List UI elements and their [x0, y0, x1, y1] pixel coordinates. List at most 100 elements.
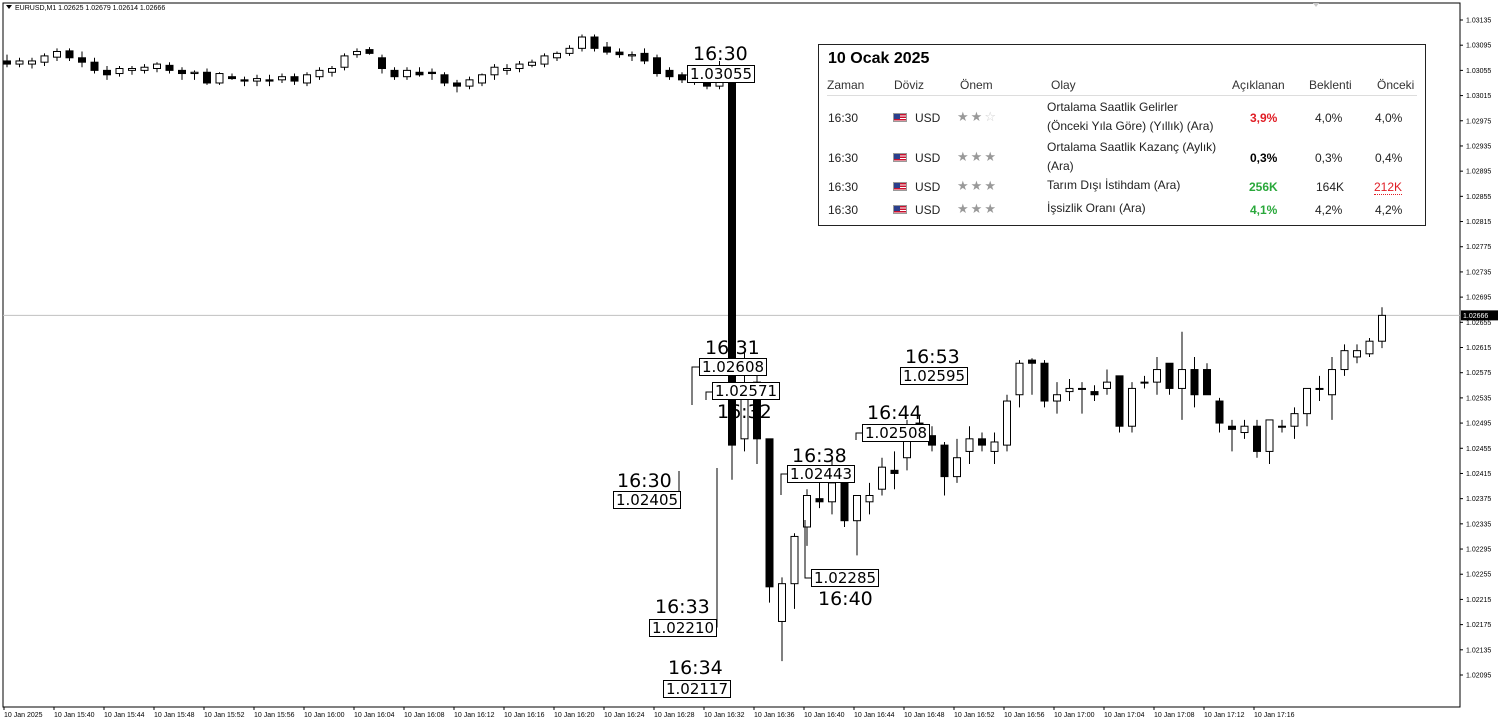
importance-stars: ★★☆: [957, 109, 998, 125]
dropdown-triangle-icon[interactable]: [6, 5, 12, 9]
candle-body: [440, 74, 449, 84]
row-time: 16:30: [828, 203, 859, 217]
row-event-line1: İşsizlik Oranı (Ara): [1047, 201, 1146, 215]
annotation-time: 16:30: [617, 470, 672, 492]
y-tick-label: 1.02575: [1466, 370, 1491, 377]
candle-body: [90, 61, 99, 71]
candle-body: [1315, 387, 1324, 390]
x-tick-label: 10 Jan 16:36: [754, 712, 795, 719]
annotation-price: 1.02595: [900, 367, 969, 385]
row-event-line1: Tarım Dışı İstihdam (Ara): [1047, 178, 1181, 192]
x-tick-label: 10 Jan 16:12: [454, 712, 495, 719]
y-tick-label: 1.02975: [1466, 118, 1491, 125]
candle-body: [1228, 425, 1236, 430]
candle-body: [290, 76, 299, 82]
candle-body: [103, 69, 111, 76]
candle-body: [1265, 419, 1274, 452]
candle-body: [428, 71, 436, 75]
candle-body: [1340, 350, 1349, 371]
star-icon: ★: [957, 149, 971, 164]
y-tick-label: 1.02775: [1466, 244, 1491, 251]
y-tick-label: 1.02255: [1466, 572, 1491, 579]
x-tick-label: 10 Jan 16:48: [904, 712, 945, 719]
candle-body: [403, 69, 411, 78]
candle-body: [1015, 362, 1024, 396]
y-tick-label: 1.02855: [1466, 194, 1491, 201]
star-icon: ★: [970, 109, 985, 124]
candle-body: [840, 482, 849, 522]
scroll-marker-icon: [1313, 3, 1319, 7]
header-currency: Döviz: [894, 78, 925, 92]
row-currency: USD: [915, 151, 941, 165]
candle-body: [678, 74, 686, 81]
candle-body: [953, 457, 961, 478]
candle-body: [1378, 314, 1386, 342]
x-tick-label: 10 Jan 16:32: [704, 712, 745, 719]
candle-body: [353, 50, 361, 56]
annotation-time: 16:33: [655, 596, 710, 618]
y-tick-label: 1.02935: [1466, 143, 1491, 150]
annotation-price: 1.02405: [613, 491, 682, 509]
calendar-row: 16:30 USD ★★★ Ortalama Saatlik Kazanç (A…: [819, 138, 1425, 176]
candle-body: [1328, 369, 1336, 396]
y-tick-label: 1.02415: [1466, 471, 1491, 478]
candle-body: [865, 495, 874, 503]
star-icon: ★: [957, 201, 971, 216]
x-tick-label: 10 Jan 16:56: [1004, 712, 1045, 719]
candle-body: [790, 535, 799, 585]
candle-body: [1253, 425, 1261, 452]
candle-body: [828, 482, 836, 503]
row-event-line2: (Önceki Yıla Göre) (Yıllık) (Ara): [1047, 119, 1214, 133]
y-tick-label: 1.02175: [1466, 622, 1491, 629]
header-divider: [827, 95, 1417, 96]
x-tick-label: 10 Jan 15:40: [54, 712, 95, 719]
y-tick-label: 1.03095: [1466, 43, 1491, 50]
candle-body: [990, 441, 999, 452]
y-tick-label: 1.02735: [1466, 269, 1491, 276]
candle-body: [1028, 359, 1036, 364]
symbol-header[interactable]: EURUSD,M1 1.02625 1.02679 1.02614 1.0266…: [6, 5, 165, 12]
star-icon: ★: [970, 149, 985, 164]
x-tick-label: 10 Jan 17:08: [1154, 712, 1195, 719]
candle-body: [365, 49, 374, 54]
candle-body: [1365, 340, 1374, 355]
y-tick-label: 1.03015: [1466, 93, 1491, 100]
y-tick-label: 1.02695: [1466, 295, 1491, 302]
candle-body: [978, 438, 986, 446]
row-actual: 4,1%: [1250, 203, 1278, 217]
candle-body: [1065, 387, 1074, 393]
star-icon: ★: [984, 201, 998, 216]
candle-body: [1165, 362, 1174, 389]
header-forecast: Beklenti: [1309, 78, 1352, 92]
row-time: 16:30: [828, 180, 859, 194]
annotation-time: 16:44: [867, 402, 922, 424]
x-tick-label: 10 Jan 16:20: [554, 712, 595, 719]
y-tick-label: 1.02375: [1466, 496, 1491, 503]
candle-body: [1190, 369, 1199, 396]
calendar-row: 16:30 USD ★★☆ Ortalama Saatlik Gelirler …: [819, 99, 1425, 137]
candle-body: [415, 71, 424, 76]
candle-body: [340, 55, 349, 68]
y-tick-label: 1.02295: [1466, 547, 1491, 554]
x-tick-label: 10 Jan 16:24: [604, 712, 645, 719]
y-tick-label: 1.02135: [1466, 647, 1491, 654]
annotation-connector: [804, 520, 811, 579]
symbol-ohlc-text: EURUSD,M1 1.02625 1.02679 1.02614 1.0266…: [15, 5, 166, 12]
candle-body: [178, 69, 186, 75]
star-icon: ★: [957, 109, 971, 124]
candle-body: [115, 67, 124, 75]
candle-body: [1103, 381, 1111, 389]
candle-body: [665, 69, 674, 78]
candle-body: [540, 55, 549, 65]
annotation-price: 1.02508: [862, 424, 931, 442]
y-tick-label: 1.02215: [1466, 597, 1491, 604]
annotation-time: 16:32: [717, 401, 772, 423]
candle-body: [303, 74, 311, 84]
candle-body: [1115, 375, 1124, 427]
candle-body: [615, 51, 624, 56]
candle-body: [228, 76, 236, 80]
row-previous: 4,0%: [1375, 111, 1403, 125]
candle-body: [765, 438, 774, 588]
